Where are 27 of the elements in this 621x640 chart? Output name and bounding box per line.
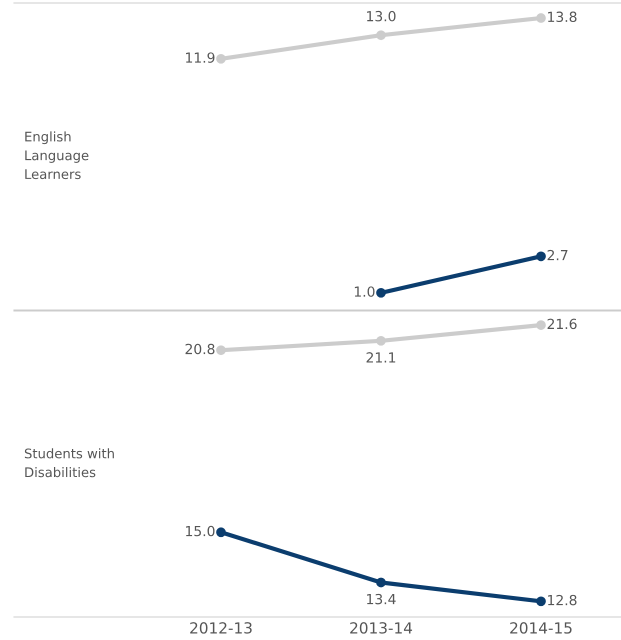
- data-label: 12.8: [548, 594, 577, 606]
- data-label: 20.8: [186, 344, 214, 354]
- point: [536, 251, 546, 262]
- data-label: 2.7: [548, 250, 568, 260]
- data-label: 13.0: [367, 10, 396, 22]
- point: [376, 578, 386, 588]
- data-label: 11.9: [186, 52, 214, 63]
- y-axis-title: English Language Learners: [25, 131, 88, 180]
- x-tick-label: 2012-13: [190, 622, 252, 634]
- x-tick-label: 2013-14: [350, 622, 412, 634]
- x-tick-label: 2014-15: [510, 622, 572, 634]
- point: [376, 30, 386, 40]
- point: [536, 320, 546, 330]
- point: [376, 336, 386, 346]
- data-label: 13.4: [367, 594, 396, 604]
- y-axis-title: Students with Disabilities: [24, 448, 114, 478]
- data-label: 15.0: [186, 526, 215, 536]
- point: [536, 13, 546, 23]
- point: [536, 596, 546, 606]
- data-label: 21.1: [366, 352, 396, 362]
- point: [376, 288, 386, 298]
- data-label: 1.0: [354, 286, 375, 297]
- data-label: 13.8: [548, 12, 577, 22]
- point: [216, 345, 226, 356]
- data-label: 21.6: [548, 318, 577, 330]
- point: [216, 54, 226, 64]
- point: [216, 527, 226, 538]
